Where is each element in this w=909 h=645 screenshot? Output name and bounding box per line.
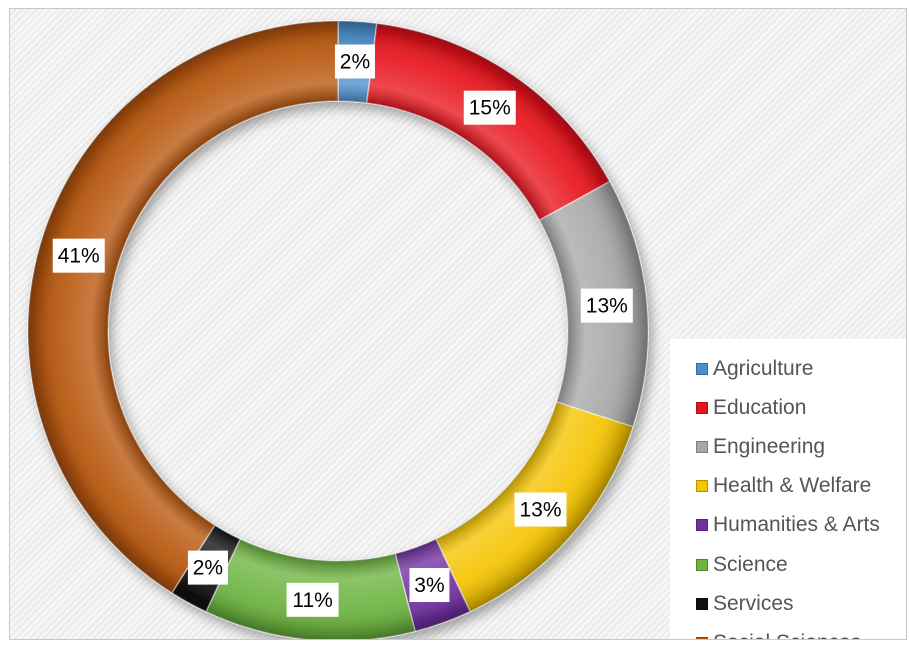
legend-label: Education (713, 395, 807, 419)
legend-swatch (696, 440, 708, 453)
data-label-box (409, 568, 450, 603)
legend-swatch (696, 519, 708, 532)
legend-label: Humanities & Arts (713, 513, 880, 537)
data-label-health-welfare: 13% (520, 499, 562, 522)
legend-swatch (696, 362, 708, 375)
legend: Agriculture Education Engineering Health… (670, 339, 906, 639)
data-label-box (52, 238, 105, 273)
legend-item-humanities-arts: Humanities & Arts (670, 506, 906, 545)
legend-swatch (696, 480, 708, 493)
legend-swatch (696, 636, 708, 639)
legend-label: Agriculture (713, 356, 814, 380)
legend-item-science: Science (670, 545, 906, 584)
legend-item-health-welfare: Health & Welfare (670, 467, 906, 506)
legend-label: Health & Welfare (713, 474, 872, 498)
legend-item-agriculture: Agriculture (670, 349, 906, 388)
data-label-box (286, 582, 339, 617)
legend-item-education: Education (670, 388, 906, 427)
legend-swatch (696, 558, 708, 571)
legend-label: Engineering (713, 434, 826, 458)
data-label-box (580, 288, 633, 323)
data-label-humanities-arts: 3% (414, 574, 444, 597)
data-label-agriculture: 2% (340, 51, 370, 74)
legend-label: Services (713, 591, 794, 615)
data-label-box (334, 44, 375, 79)
data-label-engineering: 13% (586, 295, 628, 318)
chart-area: 2% 15% 13% 13% 3% 11% 2% 41% Agriculture Educat… (9, 8, 907, 640)
legend-item-services: Services (670, 584, 906, 623)
legend-label: Social Sciences (713, 631, 861, 639)
legend-swatch (696, 597, 708, 610)
legend-item-social-sciences: Social Sciences (670, 623, 906, 639)
data-label-services: 2% (193, 557, 223, 580)
data-label-box (463, 90, 516, 125)
data-label-box (187, 550, 228, 585)
donut-chart: 2% 15% 13% 13% 3% 11% 2% 41% (27, 20, 649, 639)
legend-item-engineering: Engineering (670, 427, 906, 466)
legend-label: Science (713, 552, 788, 576)
data-label-social-sciences: 41% (58, 245, 100, 268)
legend-swatch (696, 401, 708, 414)
data-label-education: 15% (469, 97, 511, 120)
data-label-box (514, 492, 567, 527)
data-label-science: 11% (292, 589, 332, 612)
donut-slice-bevel (28, 21, 338, 593)
